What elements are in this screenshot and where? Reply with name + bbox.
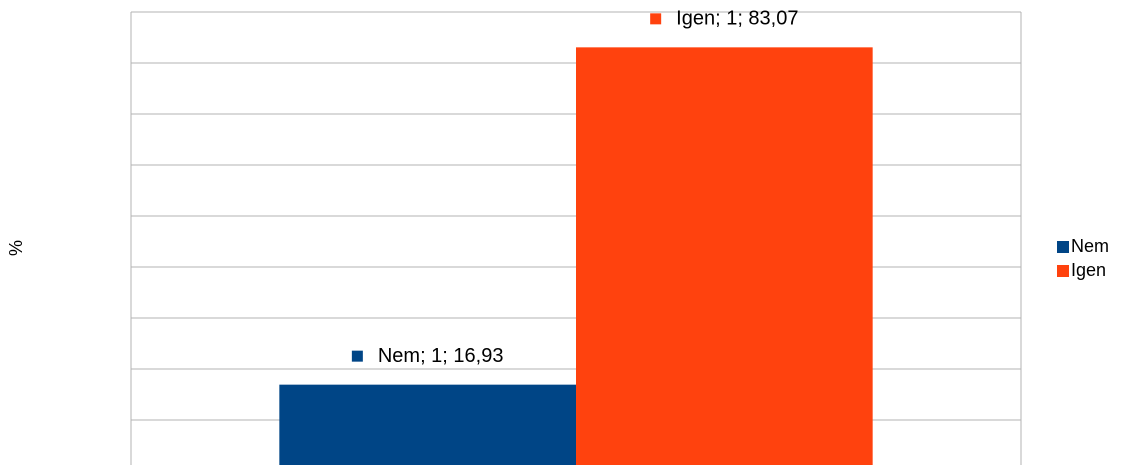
legend-label: Nem — [1071, 236, 1109, 256]
data-label-key — [351, 350, 363, 362]
y-axis-label: % — [6, 240, 26, 256]
data-label-key — [650, 13, 662, 25]
legend-key — [1057, 265, 1069, 277]
bar — [576, 47, 873, 465]
legend-key — [1057, 241, 1069, 253]
data-label: Nem; 1; 16,93 — [351, 345, 504, 367]
bar — [279, 384, 576, 465]
data-label-text: Igen; 1; 83,07 — [676, 8, 798, 30]
data-label-text: Nem; 1; 16,93 — [378, 345, 504, 367]
data-label: Igen; 1; 83,07 — [650, 8, 798, 30]
legend-label: Igen — [1071, 260, 1106, 280]
